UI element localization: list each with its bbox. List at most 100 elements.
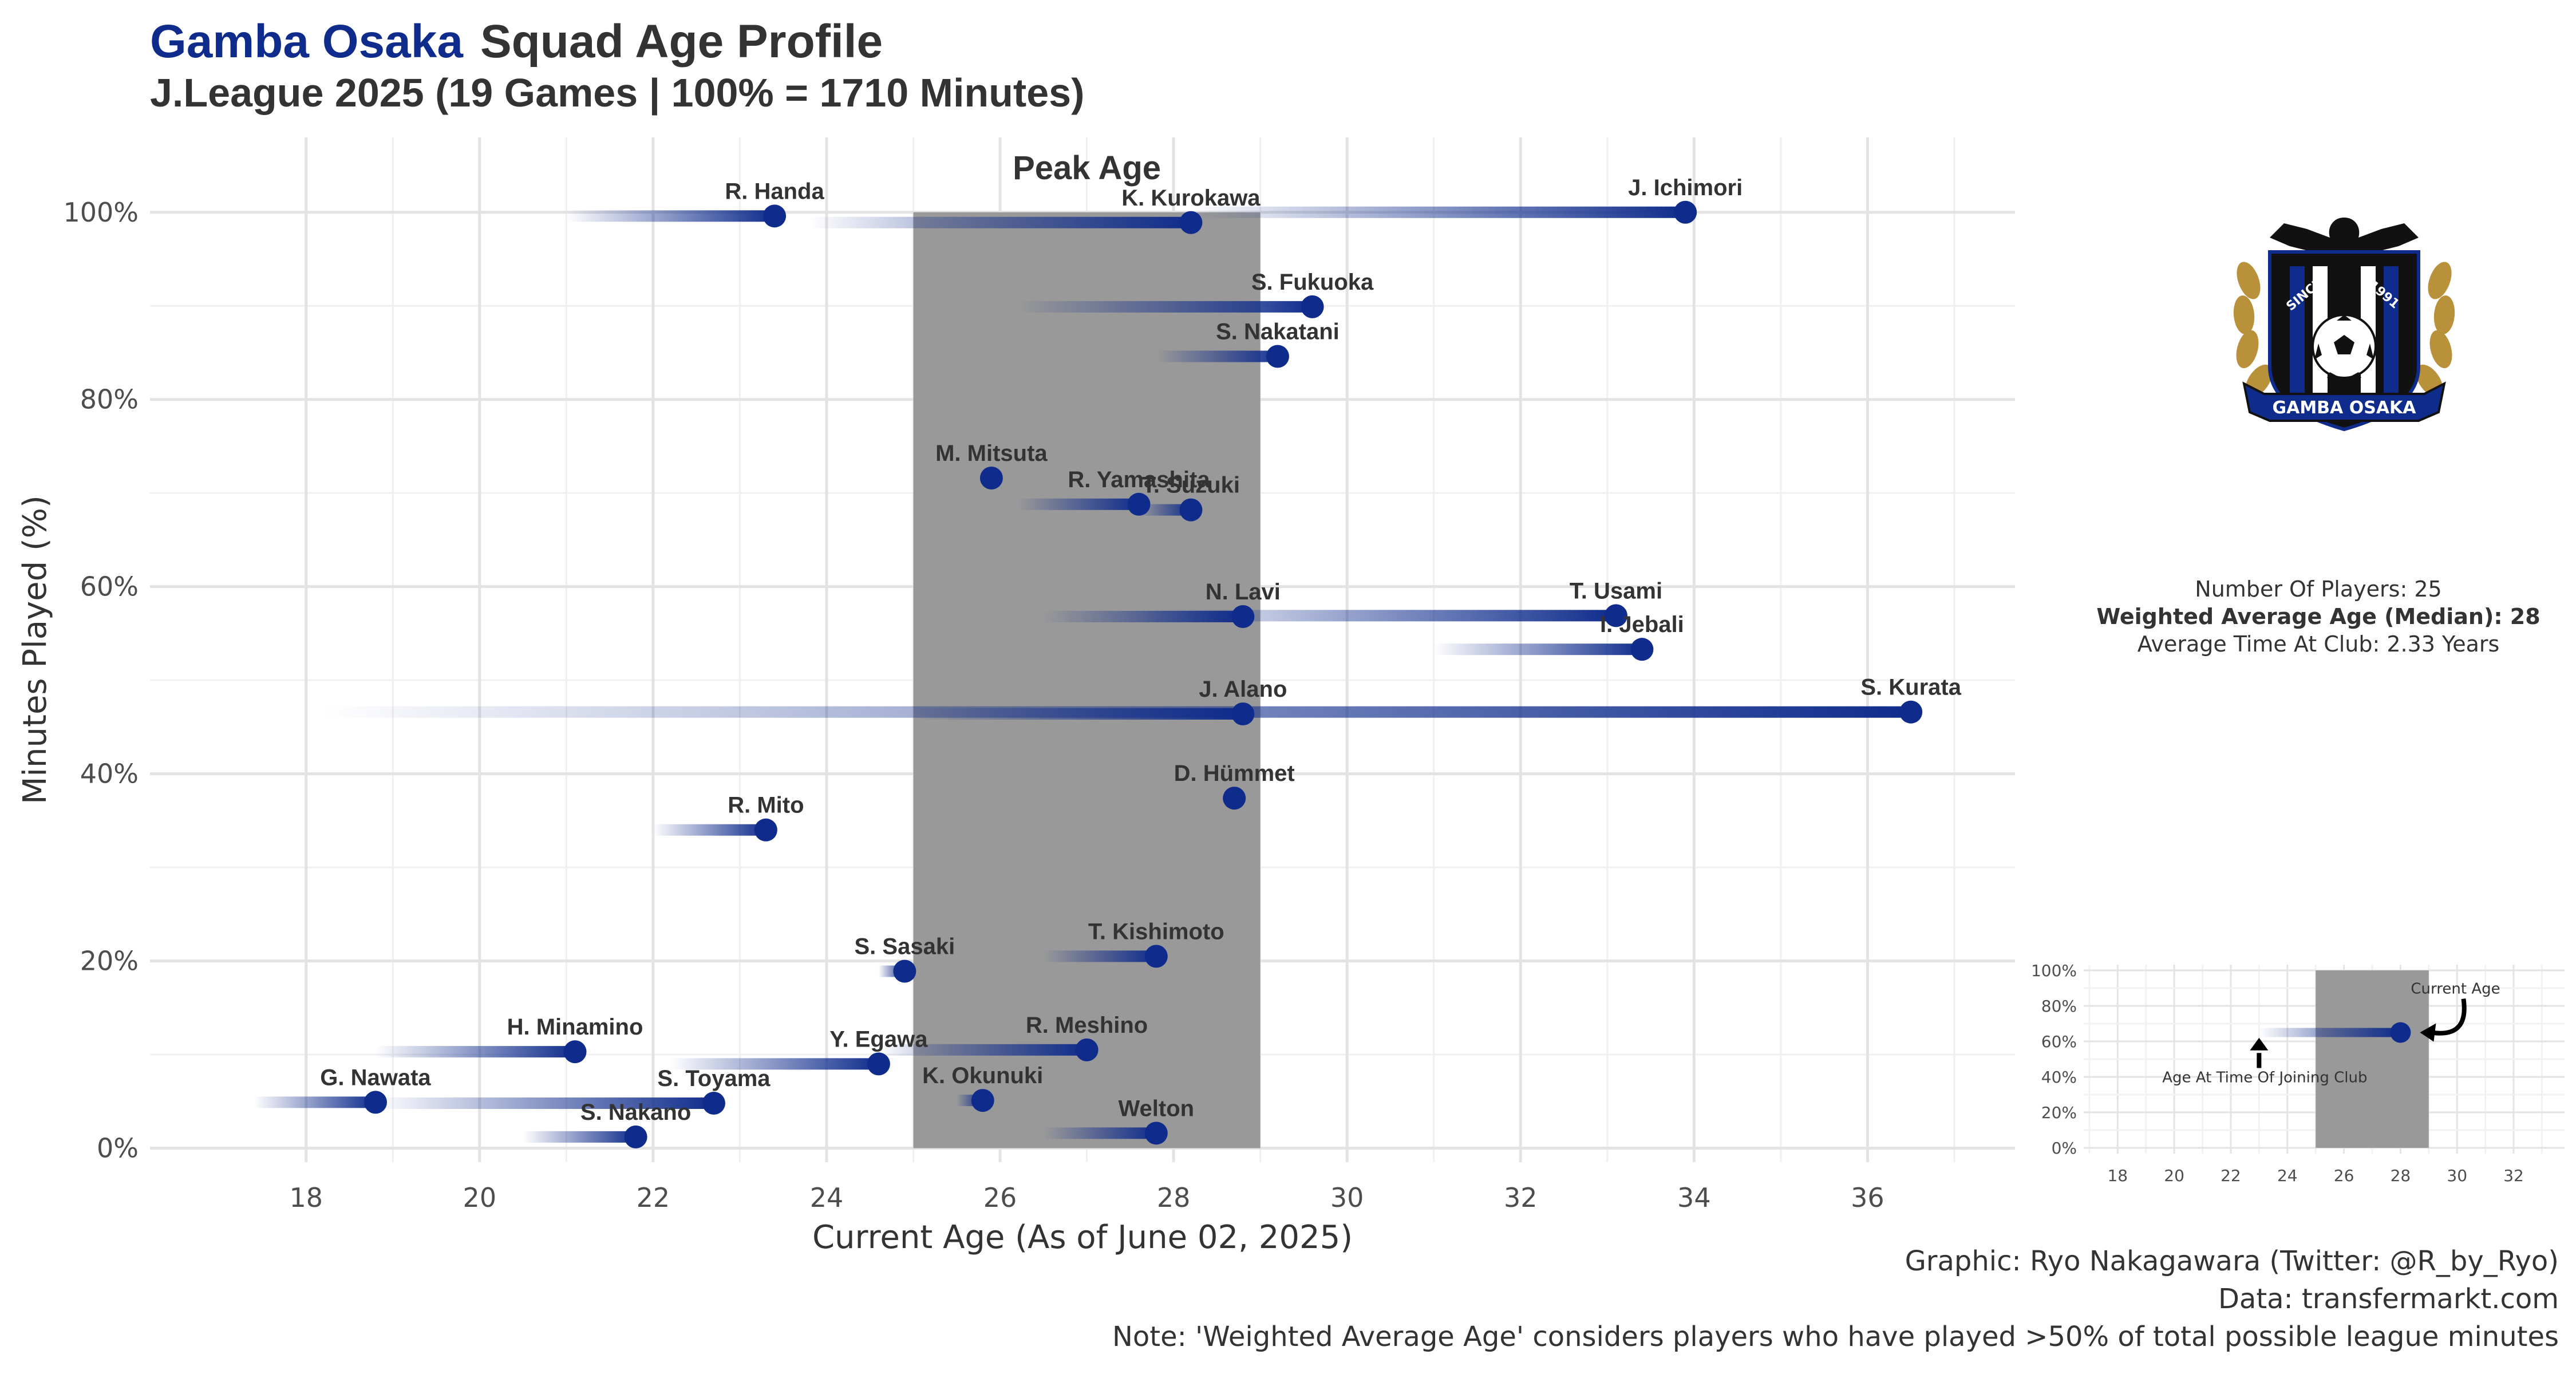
y-tick-label: 20%	[80, 946, 139, 977]
squad-stats: Number Of Players: 25 Weighted Average A…	[2061, 575, 2576, 658]
player-point	[1223, 787, 1246, 810]
mini-x-tick-label: 28	[2391, 1166, 2411, 1185]
stat-average-time-at-club: Average Time At Club: 2.33 Years	[2137, 631, 2500, 657]
x-tick-label: 36	[1851, 1182, 1884, 1213]
player-label: S. Toyama	[657, 1066, 771, 1091]
player-point	[1266, 345, 1289, 368]
x-tick-label: 32	[1504, 1182, 1538, 1213]
axis-layer: 18 20 22 24 26 28 30 32 34 36 0% 20% 40% 60% 80% 100%	[63, 197, 1884, 1213]
title-text: Squad Age Profile	[480, 15, 883, 68]
mini-x-tick-label: 24	[2277, 1166, 2298, 1185]
player-point	[624, 1125, 647, 1148]
player-point	[1179, 498, 1203, 522]
footer-note: Note: 'Weighted Average Age' considers p…	[1112, 1321, 2559, 1353]
footer-credit: Graphic: Ryo Nakagawara (Twitter: @R_by_…	[1905, 1245, 2559, 1277]
x-tick-label: 28	[1157, 1182, 1191, 1213]
chart-subtitle: J.League 2025 (19 Games | 100% = 1710 Mi…	[150, 70, 1085, 115]
tenure-segment	[809, 216, 1191, 228]
player-label: H. Minamino	[507, 1014, 643, 1040]
mini-current-age-label: Current Age	[2411, 980, 2500, 997]
gamba-osaka-crest: SINCE 1991 GAMBA OSAKA	[2233, 218, 2455, 432]
y-axis-title: Minutes Played (%)	[17, 495, 54, 804]
footer-source: Data: transfermarkt.com	[2218, 1283, 2559, 1315]
player-label: J. Ichimori	[1628, 175, 1743, 200]
player-point	[1899, 700, 1923, 724]
tenure-segment	[670, 1058, 879, 1070]
player-label: T. Usami	[1570, 578, 1662, 603]
player-label: S. Kurata	[1860, 675, 1961, 700]
mini-x-tick-label: 26	[2334, 1166, 2354, 1185]
mini-example-segment	[2259, 1028, 2401, 1037]
player-label: G. Nawata	[320, 1065, 431, 1090]
y-tick-label: 40%	[80, 759, 139, 789]
tenure-segment	[1043, 950, 1156, 962]
player-point	[364, 1091, 387, 1114]
tenure-segment	[323, 706, 1911, 718]
player-point	[1630, 638, 1654, 661]
football-icon	[2312, 314, 2377, 379]
player-label: I. Jebali	[1600, 612, 1684, 637]
mini-x-tick-label: 20	[2164, 1166, 2184, 1185]
player-label: M. Mitsuta	[935, 441, 1048, 466]
player-label: Y. Egawa	[829, 1026, 928, 1052]
tenure-segment	[1139, 610, 1616, 622]
player-point	[893, 960, 916, 983]
player-label: S. Nakatani	[1216, 319, 1340, 345]
team-name: Gamba Osaka	[150, 15, 463, 68]
tenure-segment	[566, 210, 775, 222]
tenure-segment	[1017, 301, 1313, 313]
tenure-segment	[878, 1044, 1087, 1056]
player-label: T. Suzuki	[1142, 473, 1240, 498]
mini-example-point	[2390, 1022, 2411, 1043]
chart-title: Gamba Osaka Squad Age Profile	[150, 15, 883, 69]
laurel-left-icon	[2233, 262, 2273, 397]
x-tick-label: 22	[637, 1182, 670, 1213]
player-point	[754, 818, 777, 842]
stat-number-of-players: Number Of Players: 25	[2195, 577, 2442, 602]
tenure-segment	[375, 1046, 575, 1058]
point-layer	[364, 200, 1923, 1148]
player-point	[1231, 605, 1255, 628]
player-point	[867, 1052, 890, 1076]
player-label: T. Kishimoto	[1088, 919, 1224, 944]
player-label: R. Yamashita	[1068, 467, 1210, 492]
player-label: K. Okunuki	[922, 1063, 1043, 1088]
crest-banner-text: GAMBA OSAKA	[2272, 398, 2416, 418]
x-tick-label: 26	[983, 1182, 1017, 1213]
player-point	[1301, 295, 1324, 318]
x-tick-label: 30	[1330, 1182, 1364, 1213]
y-tick-label: 100%	[63, 197, 139, 228]
mini-x-tick-label: 32	[2503, 1166, 2524, 1185]
player-point	[1179, 211, 1203, 234]
mini-axis: 18 20 22 24 26 28 30 32 0% 20% 40% 60% 80% 100%	[2031, 961, 2524, 1185]
player-label: S. Fukuoka	[1251, 270, 1374, 295]
x-axis-title: Current Age (As of June 02, 2025)	[812, 1219, 1353, 1256]
mini-x-tick-label: 30	[2447, 1166, 2467, 1185]
player-label: R. Mito	[728, 793, 804, 818]
player-label: S. Sasaki	[855, 934, 955, 960]
legend-mini-chart: 18 20 22 24 26 28 30 32 0% 20% 40% 60% 80% 100% Curre…	[2031, 961, 2565, 1185]
mini-y-tick-label: 0%	[2052, 1139, 2077, 1158]
mini-peak-band	[2316, 970, 2429, 1148]
player-point	[1674, 200, 1697, 224]
current-age-arrow-icon	[2431, 998, 2467, 1036]
tenure-segment	[1139, 504, 1191, 516]
stat-weighted-average-age: Weighted Average Age (Median): 28	[2096, 604, 2541, 629]
tenure-segment	[1191, 206, 1686, 218]
mini-y-tick-label: 60%	[2041, 1032, 2077, 1051]
joined-age-arrowhead-icon	[2250, 1037, 2269, 1051]
player-label: J. Alano	[1199, 677, 1287, 702]
player-point	[1075, 1038, 1099, 1061]
peak-age-band	[913, 212, 1261, 1148]
tenure-segment	[1433, 643, 1642, 656]
player-point	[1231, 702, 1255, 725]
player-point	[979, 467, 1003, 490]
x-tick-label: 24	[810, 1182, 844, 1213]
mini-joined-age-label: Age At Time Of Joining Club	[2162, 1069, 2367, 1086]
segment-layer	[254, 206, 1911, 1143]
tenure-segment	[1156, 350, 1278, 362]
laurel-right-icon	[2416, 262, 2455, 397]
mini-y-tick-label: 20%	[2041, 1103, 2077, 1122]
peak-age-label: Peak Age	[1013, 149, 1161, 187]
player-label: R. Handa	[725, 179, 824, 204]
